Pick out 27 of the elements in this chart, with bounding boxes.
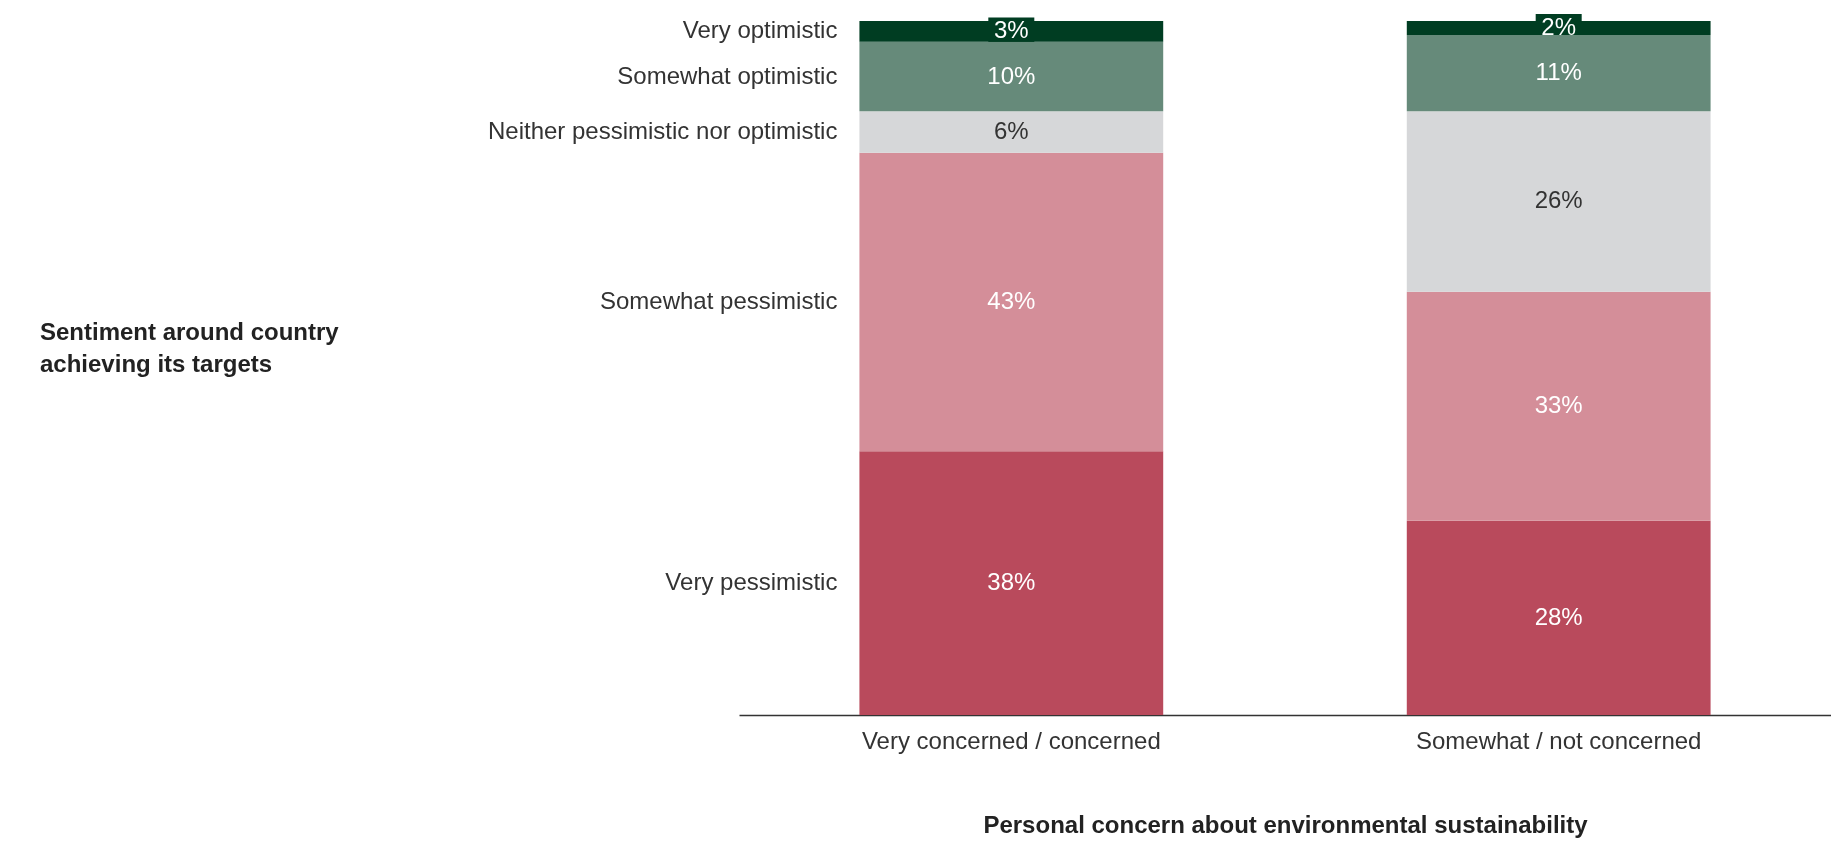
bar — [1406, 520, 1711, 715]
bar — [1406, 34, 1711, 112]
series-label: Somewhat pessimistic — [600, 287, 838, 315]
data-label: 28% — [1534, 602, 1583, 630]
data-label: 38% — [987, 568, 1036, 596]
data-label: 33% — [1534, 391, 1583, 419]
series-label: Somewhat optimistic — [617, 61, 838, 89]
bar — [1406, 291, 1711, 521]
data-label: 10% — [987, 61, 1036, 89]
data-label: 6% — [993, 117, 1029, 145]
data-label: 43% — [987, 287, 1036, 315]
series-label: Very optimistic — [682, 16, 838, 44]
bar — [859, 41, 1164, 112]
data-label: 3% — [993, 16, 1029, 44]
x-tick-label: Very concerned / concerned — [861, 726, 1161, 754]
x-axis-title: Personal concern about environmental sustainability — [983, 810, 1589, 838]
series-label: Very pessimistic — [665, 568, 838, 596]
bar — [859, 451, 1164, 715]
data-label: 11% — [1535, 58, 1582, 86]
x-tick-label: Somewhat / not concerned — [1415, 726, 1702, 754]
data-label: 26% — [1534, 186, 1583, 214]
text: Sentiment around country achieving its targets — [40, 318, 340, 377]
bar — [859, 111, 1164, 153]
data-label: 2% — [1541, 12, 1577, 40]
bar — [859, 152, 1164, 452]
bar — [1406, 111, 1711, 292]
series-label: Neither pessimistic nor optimistic — [487, 117, 838, 145]
